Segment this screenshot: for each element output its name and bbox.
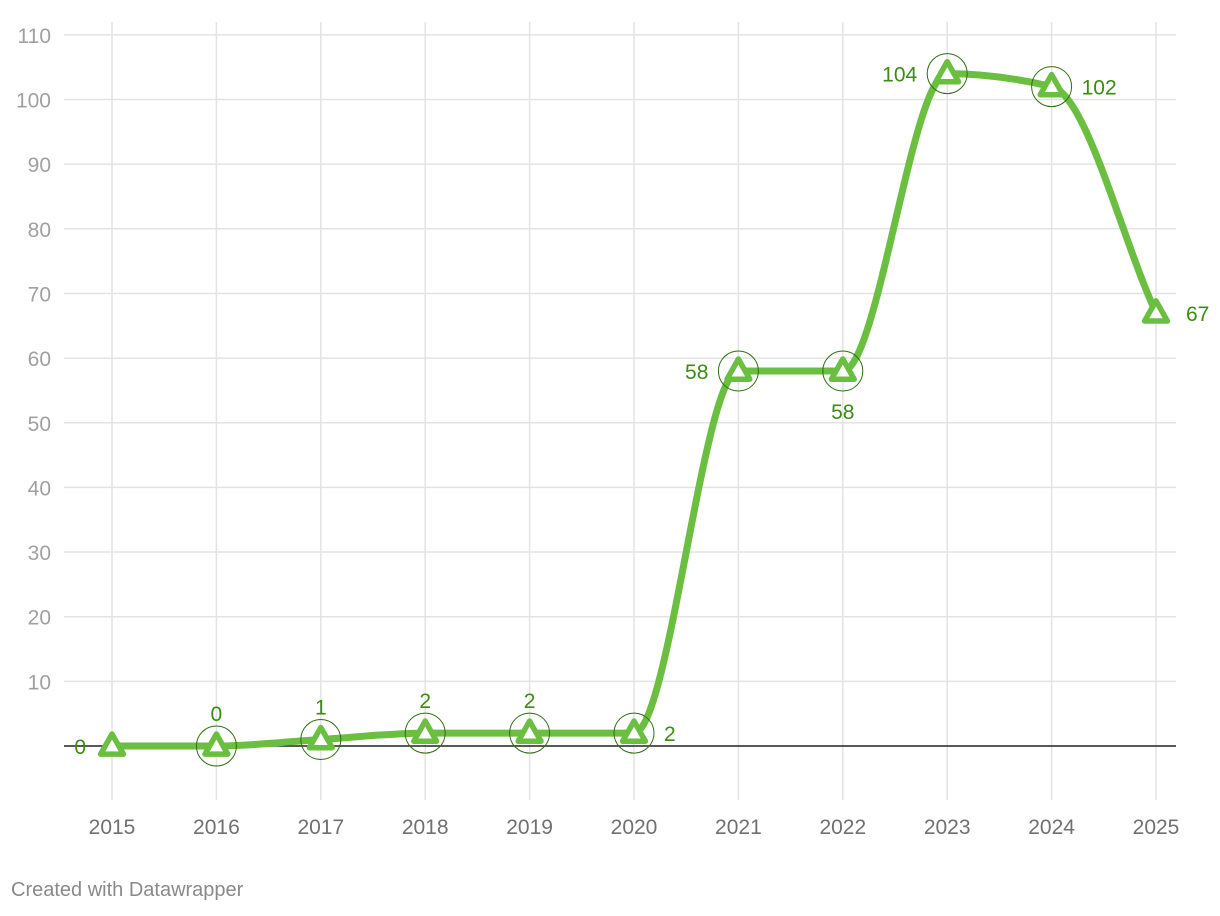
marker-halo bbox=[509, 712, 551, 754]
x-tick-label-2018: 2018 bbox=[402, 816, 449, 839]
data-label-2021: 58 bbox=[685, 361, 708, 384]
y-tick-label: 80 bbox=[28, 219, 51, 242]
data-label-2024: 102 bbox=[1082, 77, 1117, 100]
y-tick-label: 100 bbox=[16, 90, 51, 113]
credit-footer: Created with Datawrapper bbox=[11, 879, 244, 901]
y-tick-label: 40 bbox=[28, 477, 51, 500]
x-tick-label-2016: 2016 bbox=[193, 816, 240, 839]
y-tick-label: 20 bbox=[28, 607, 51, 630]
y-tick-label: 70 bbox=[28, 283, 51, 306]
data-point-2019 bbox=[509, 712, 551, 754]
data-point-2020 bbox=[613, 712, 655, 754]
data-label-2025: 67 bbox=[1186, 303, 1209, 326]
marker-halo bbox=[717, 350, 759, 392]
data-point-2017 bbox=[300, 719, 342, 761]
triangle-marker bbox=[202, 731, 231, 757]
y-tick-label: 90 bbox=[28, 154, 51, 177]
data-label-2015: 0 bbox=[74, 736, 86, 759]
marker-halo bbox=[613, 712, 655, 754]
x-tick-label-2020: 2020 bbox=[611, 816, 658, 839]
data-label-2016: 0 bbox=[211, 703, 223, 726]
y-tick-label: 110 bbox=[18, 25, 51, 48]
marker-halo bbox=[300, 719, 342, 761]
data-point-2016 bbox=[195, 725, 237, 767]
triangle-marker bbox=[828, 356, 857, 382]
y-axis-tick-labels: 10 20 30 40 50 60 70 80 90 100 110 bbox=[16, 25, 51, 694]
triangle-marker bbox=[724, 356, 753, 382]
marker-halo bbox=[822, 350, 864, 392]
triangle-marker bbox=[1141, 298, 1171, 324]
triangle-marker bbox=[619, 718, 649, 744]
triangle-marker bbox=[933, 58, 962, 85]
data-point-2022 bbox=[822, 350, 864, 392]
vertical-gridlines bbox=[111, 22, 1157, 800]
data-markers bbox=[97, 53, 1171, 767]
data-label-2023: 104 bbox=[882, 64, 917, 87]
data-point-2025 bbox=[1141, 298, 1171, 324]
x-tick-label-2023: 2023 bbox=[924, 816, 971, 839]
data-point-2018 bbox=[404, 712, 446, 754]
x-tick-label-2021: 2021 bbox=[715, 816, 762, 839]
y-tick-label: 60 bbox=[28, 348, 51, 371]
triangle-marker bbox=[97, 731, 127, 757]
data-point-2024 bbox=[1031, 66, 1073, 108]
data-label-2022: 58 bbox=[831, 401, 854, 424]
data-point-2021 bbox=[717, 350, 759, 392]
x-axis-tick-labels: 2015 2016 2017 2018 2019 2020 2021 2022 2023 2024… bbox=[89, 816, 1180, 839]
data-point-2015 bbox=[97, 731, 127, 757]
data-label-2018: 2 bbox=[419, 690, 431, 713]
marker-halo bbox=[404, 712, 446, 754]
data-label-2020: 2 bbox=[664, 723, 676, 746]
triangle-marker bbox=[515, 718, 544, 744]
data-point-2023 bbox=[926, 53, 968, 95]
x-tick-label-2025: 2025 bbox=[1133, 816, 1180, 839]
marker-halo bbox=[1031, 66, 1073, 108]
data-labels: 0 0 1 2 2 2 58 58 104 102 67 bbox=[74, 64, 1209, 759]
triangle-marker bbox=[306, 724, 335, 751]
data-label-2019: 2 bbox=[524, 690, 536, 713]
y-tick-label: 10 bbox=[28, 671, 51, 694]
horizontal-gridlines bbox=[64, 34, 1176, 683]
x-tick-label-2022: 2022 bbox=[819, 816, 866, 839]
x-tick-label-2017: 2017 bbox=[297, 816, 344, 839]
x-tick-label-2019: 2019 bbox=[506, 816, 553, 839]
x-tick-label-2024: 2024 bbox=[1028, 816, 1075, 839]
y-tick-label: 50 bbox=[28, 413, 51, 436]
y-tick-label: 30 bbox=[28, 542, 51, 565]
triangle-marker bbox=[411, 718, 440, 744]
data-label-2017: 1 bbox=[315, 697, 327, 720]
triangle-marker bbox=[1037, 71, 1066, 98]
marker-halo bbox=[195, 725, 237, 767]
x-tick-label-2015: 2015 bbox=[89, 816, 136, 839]
marker-halo bbox=[926, 53, 968, 95]
